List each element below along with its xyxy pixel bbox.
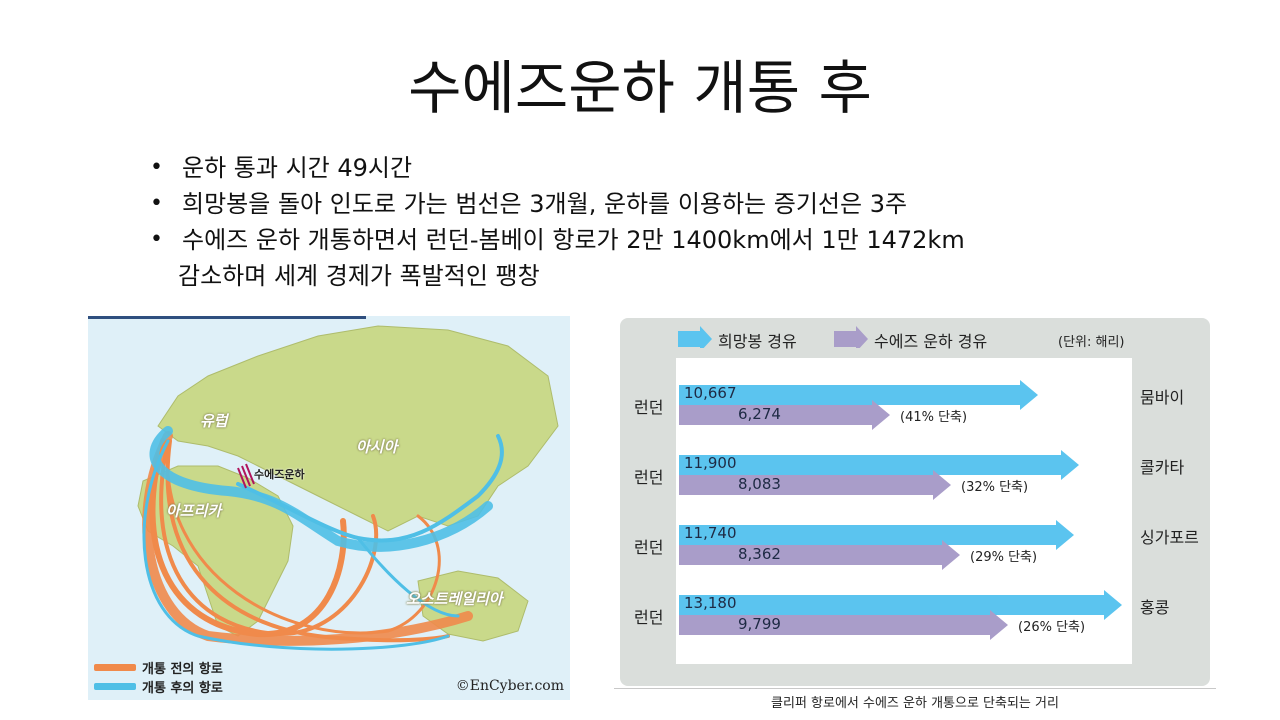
map-label-australia: 오스트레일리아 <box>406 590 503 608</box>
destination-label: 싱가포르 <box>1140 528 1199 547</box>
suez-value-label: 6,274 <box>738 405 781 423</box>
legend-swatch-blue <box>94 683 136 690</box>
reduction-label: (29% 단축) <box>970 550 1038 565</box>
bullet-continuation: 감소하며 세계 경제가 폭발적인 팽창 <box>178 262 540 290</box>
origin-label: 런던 <box>634 398 664 417</box>
copyright-text: ©EnCyber.com <box>455 678 564 694</box>
bullet-list: 운하 통과 시간 49시간 희망봉을 돌아 인도로 가는 범선은 3개월, 운하… <box>150 150 1230 294</box>
suez-route-bar <box>679 470 951 500</box>
map-graphic <box>88 316 559 651</box>
suez-marker <box>237 463 255 489</box>
chart-caption: 클리퍼 항로에서 수에즈 운하 개통으로 단축되는 거리 <box>614 688 1216 719</box>
cape-route-bar <box>679 590 1122 620</box>
bullet-text: 수에즈 운하 개통하면서 런던-봄베이 항로가 2만 1400km에서 1만 1… <box>182 226 965 254</box>
suez-route-bar <box>679 610 1008 640</box>
legend-label-cape: 희망봉 경유 <box>718 332 797 351</box>
after-routes <box>142 426 504 651</box>
map-label-africa: 아프리카 <box>166 502 222 520</box>
cape-value-label: 11,740 <box>684 524 737 542</box>
suez-route-bar <box>679 540 960 570</box>
cape-value-label: 10,667 <box>684 384 737 402</box>
map-label-suez-canal: 수에즈운하 <box>254 468 305 481</box>
origin-label: 런던 <box>634 608 664 627</box>
bullet-item: 운하 통과 시간 49시간 <box>150 150 1230 186</box>
origin-label: 런던 <box>634 538 664 557</box>
trade-route-map: 유럽 아시아 아프리카 오스트레일리아 수에즈운하 개통 전의 항로 개통 후의… <box>88 316 570 700</box>
destination-label: 뭄바이 <box>1140 388 1185 407</box>
reduction-label: (32% 단축) <box>961 480 1029 495</box>
destination-label: 홍콩 <box>1140 598 1170 617</box>
suez-route-bar <box>679 400 890 430</box>
map-top-border <box>88 316 366 319</box>
map-legend: 개통 전의 항로 개통 후의 항로 <box>94 658 223 696</box>
reduction-label: (26% 단축) <box>1018 620 1086 635</box>
slide-title: 수에즈운하 개통 후 <box>408 54 872 122</box>
legend-label-after: 개통 후의 항로 <box>142 681 223 696</box>
origin-label: 런던 <box>634 468 664 487</box>
legend-label-suez: 수에즈 운하 경유 <box>874 332 988 351</box>
legend-swatch-orange <box>94 664 136 671</box>
map-label-europe: 유럽 <box>200 412 228 430</box>
cape-route-bar <box>679 450 1079 480</box>
suez-value-label: 8,362 <box>738 545 781 563</box>
cape-value-label: 11,900 <box>684 454 737 472</box>
legend-arrow-suez <box>834 326 868 348</box>
cape-route-bar <box>679 520 1074 550</box>
bullet-item: 희망봉을 돌아 인도로 가는 범선은 3개월, 운하를 이용하는 증기선은 3주 <box>150 186 1230 222</box>
before-routes <box>142 431 473 646</box>
legend-label-before: 개통 전의 항로 <box>142 662 223 677</box>
cape-value-label: 13,180 <box>684 594 737 612</box>
cape-route-bar <box>679 380 1038 410</box>
suez-value-label: 8,083 <box>738 475 781 493</box>
suez-value-label: 9,799 <box>738 615 781 633</box>
legend-arrow-cape <box>678 326 712 348</box>
map-label-asia: 아시아 <box>356 438 398 456</box>
destination-label: 콜카타 <box>1140 458 1185 477</box>
bullet-item: 수에즈 운하 개통하면서 런던-봄베이 항로가 2만 1400km에서 1만 1… <box>150 222 1230 294</box>
reduction-label: (41% 단축) <box>900 410 968 425</box>
legend-item-after: 개통 후의 항로 <box>94 677 223 696</box>
legend-item-before: 개통 전의 항로 <box>94 658 223 677</box>
chart-unit: (단위: 해리) <box>1058 335 1125 350</box>
